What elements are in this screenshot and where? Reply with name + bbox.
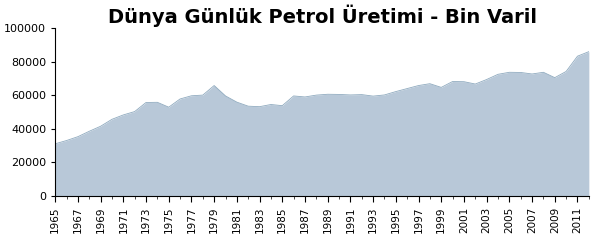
Title: Dünya Günlük Petrol Üretimi - Bin Varil: Dünya Günlük Petrol Üretimi - Bin Varil — [107, 4, 537, 27]
